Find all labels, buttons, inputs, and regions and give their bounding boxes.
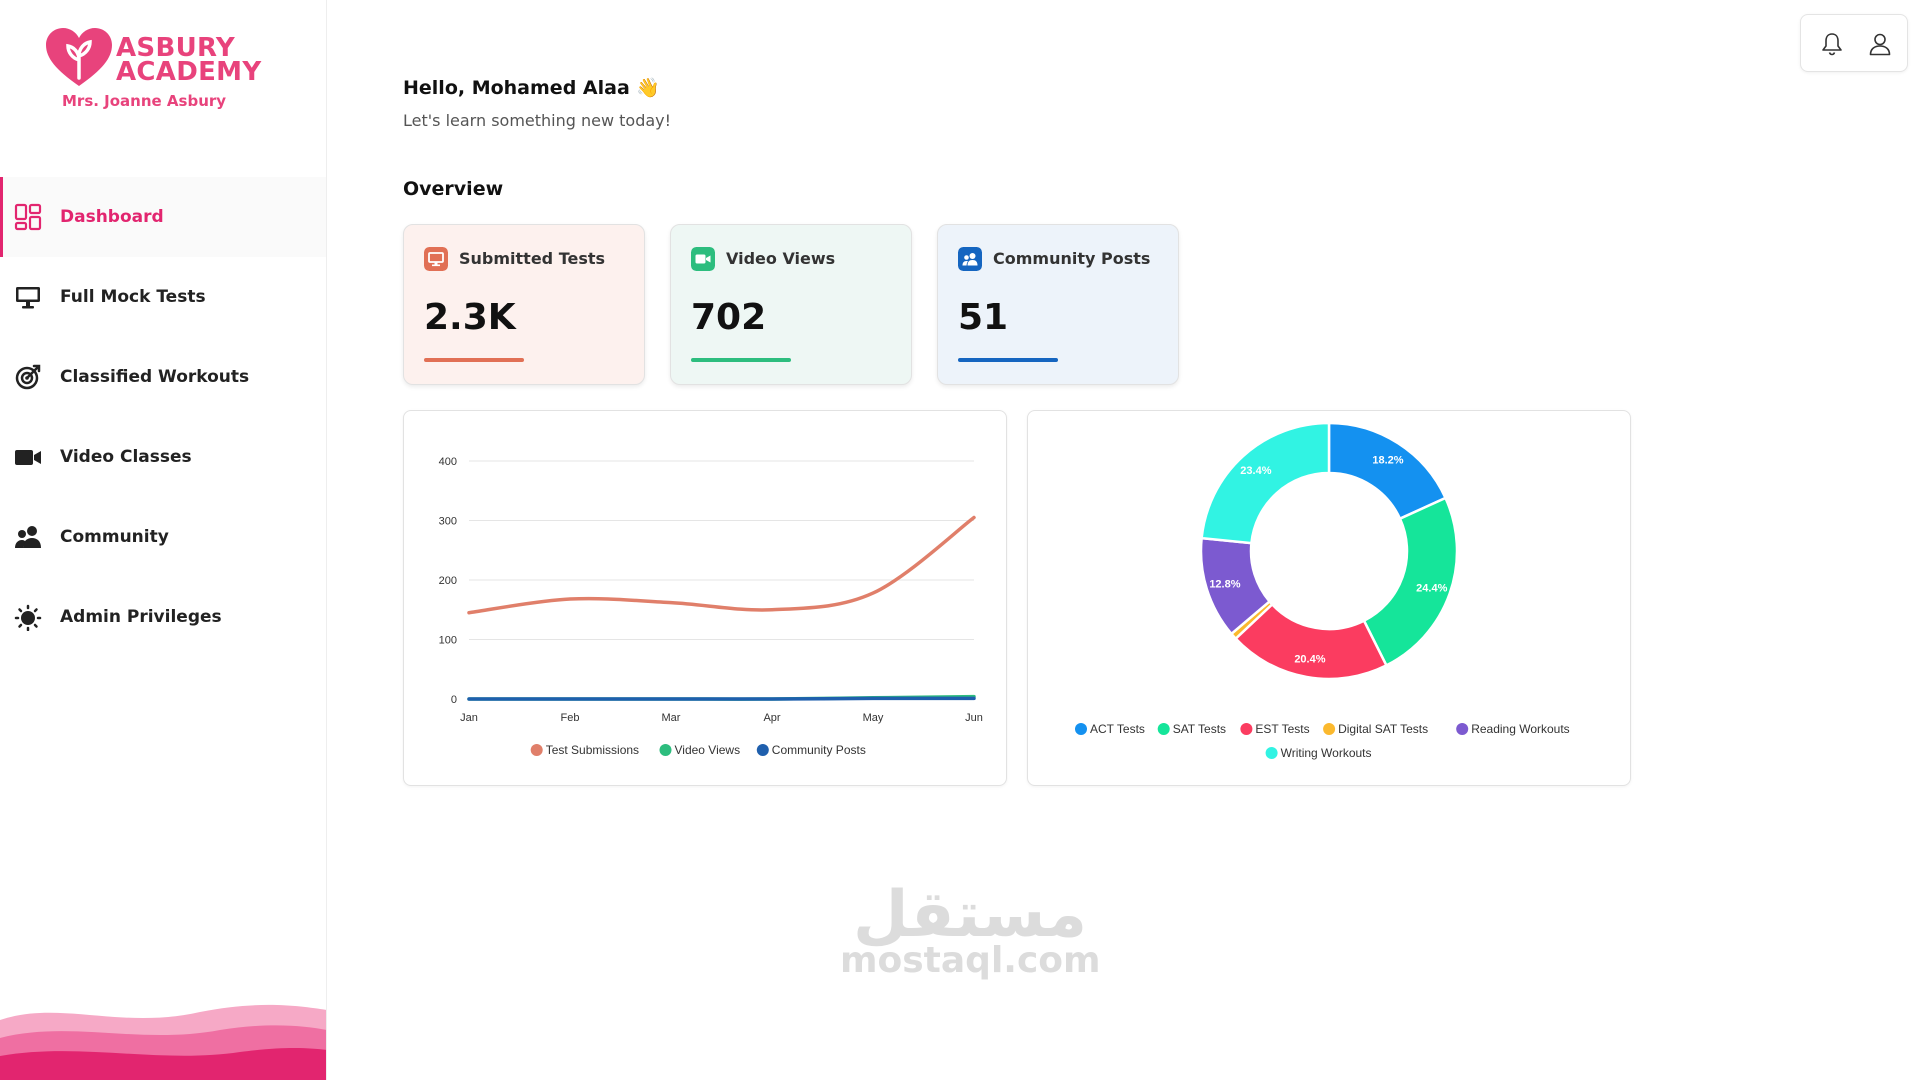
decorative-waves [0,1004,326,1080]
donut-slice[interactable] [1327,421,1448,521]
stat-label: Community Posts [993,249,1151,268]
stat-accent-bar [691,358,791,362]
sidebar-item-label: Classified Workouts [60,367,250,387]
donut-chart: 18.2% 24.4% 20.4% 12.8% 23.4% ACT Tests SAT Te… [1075,421,1570,760]
x-tick-label: Mar [662,712,681,724]
sidebar-item-community[interactable]: Community [0,497,326,577]
stat-accent-bar [958,358,1058,362]
stat-label: Submitted Tests [459,249,606,268]
sidebar-item-label: Full Mock Tests [60,287,206,307]
legend-marker [1323,723,1336,735]
x-tick-label: Feb [561,712,580,724]
y-tick-label: 100 [439,635,457,647]
stat-value: 51 [958,297,1009,338]
sidebar-item-classified-workouts[interactable]: Classified Workouts [0,337,326,417]
greeting-title: Hello, Mohamed Alaa 👋 [403,77,661,99]
sidebar-item-label: Video Classes [60,447,192,467]
sidebar-item-label: Dashboard [60,207,164,227]
legend-marker [530,744,543,756]
stat-card-community-posts[interactable]: Community Posts 51 [937,224,1179,385]
stat-card-video-views[interactable]: Video Views 702 [670,224,912,385]
legend-marker [659,744,672,756]
legend-label[interactable]: ACT Tests [1090,722,1145,736]
video-camera-icon [691,247,715,271]
legend-marker [1456,723,1469,735]
x-tick-label: Apr [763,712,780,724]
sidebar-item-full-mock-tests[interactable]: Full Mock Tests [0,257,326,337]
legend-marker [756,744,769,756]
admin-gear-icon [14,604,42,631]
users-icon [15,526,41,548]
stat-value: 2.3K [424,297,516,338]
sidebar-item-label: Admin Privileges [60,607,222,627]
brand-subtitle: Mrs. Joanne Asbury [62,92,227,110]
brand-name-line1: ASBURY [116,33,236,63]
donut-slice[interactable] [1200,421,1331,545]
legend-marker [1075,723,1087,735]
legend-marker [1157,723,1170,735]
line-chart-panel: 0 100 200 300 400 Jan Feb Mar Apr May Jun Test Subm… [403,410,1007,786]
brand-name-line2: ACADEMY [116,57,262,87]
greeting-subtitle: Let's learn something new today! [403,111,672,130]
y-tick-label: 200 [439,575,457,587]
topbar-actions [1800,14,1908,72]
sidebar: ASBURY ACADEMY Mrs. Joanne Asbury Dashbo… [0,0,327,1080]
sidebar-item-admin-privileges[interactable]: Admin Privileges [0,577,326,657]
heart-logo-icon [46,28,112,86]
bell-icon[interactable] [1819,31,1845,57]
series-line [467,696,976,701]
monitor-icon [16,287,40,309]
slice-data-label: 18.2% [1372,454,1403,466]
legend-label[interactable]: Test Submissions [546,743,639,757]
brand-logo[interactable]: ASBURY ACADEMY Mrs. Joanne Asbury [46,28,261,118]
line-chart: 0 100 200 300 400 Jan Feb Mar Apr May Jun Test Subm… [439,456,983,757]
sidebar-nav: Dashboard Full Mock Tests Classified Wor… [0,177,326,657]
stat-card-submitted-tests[interactable]: Submitted Tests 2.3K [403,224,645,385]
target-icon [15,364,41,390]
series-line [467,515,976,615]
donut-chart-panel: 18.2% 24.4% 20.4% 12.8% 23.4% ACT Tests SAT Te… [1027,410,1631,786]
legend-label[interactable]: Digital SAT Tests [1338,722,1428,736]
overview-title: Overview [403,178,504,200]
legend-label[interactable]: Community Posts [772,743,866,757]
legend-label[interactable]: Writing Workouts [1281,746,1372,760]
monitor-icon [424,247,448,271]
y-tick-label: 0 [451,694,457,706]
slice-data-label: 20.4% [1294,653,1325,665]
x-tick-label: Jan [460,712,478,724]
users-icon [958,247,982,271]
video-camera-icon [15,450,41,465]
legend-label[interactable]: Reading Workouts [1471,722,1570,736]
legend-label[interactable]: SAT Tests [1173,722,1226,736]
legend-marker [1265,747,1278,759]
y-tick-label: 300 [439,516,457,528]
y-tick-label: 400 [439,456,457,468]
slice-data-label: 23.4% [1240,465,1271,477]
sidebar-item-dashboard[interactable]: Dashboard [0,177,326,257]
legend-marker [1240,723,1253,735]
stat-value: 702 [691,297,767,338]
slice-data-label: 24.4% [1416,582,1447,594]
legend-label[interactable]: EST Tests [1255,722,1309,736]
legend-label[interactable]: Video Views [675,743,741,757]
brand-name: ASBURY ACADEMY [116,33,262,87]
x-tick-label: May [863,712,884,724]
stat-label: Video Views [726,249,836,268]
x-tick-label: Jun [965,712,983,724]
stat-accent-bar [424,358,524,362]
sidebar-item-label: Community [60,527,169,547]
watermark-arabic: مستقل [852,878,1088,952]
watermark-text: mostaql.com [840,940,1101,981]
dashboard-grid-icon [14,203,42,231]
user-icon[interactable] [1867,31,1893,57]
sidebar-item-video-classes[interactable]: Video Classes [0,417,326,497]
slice-data-label: 12.8% [1209,578,1240,590]
